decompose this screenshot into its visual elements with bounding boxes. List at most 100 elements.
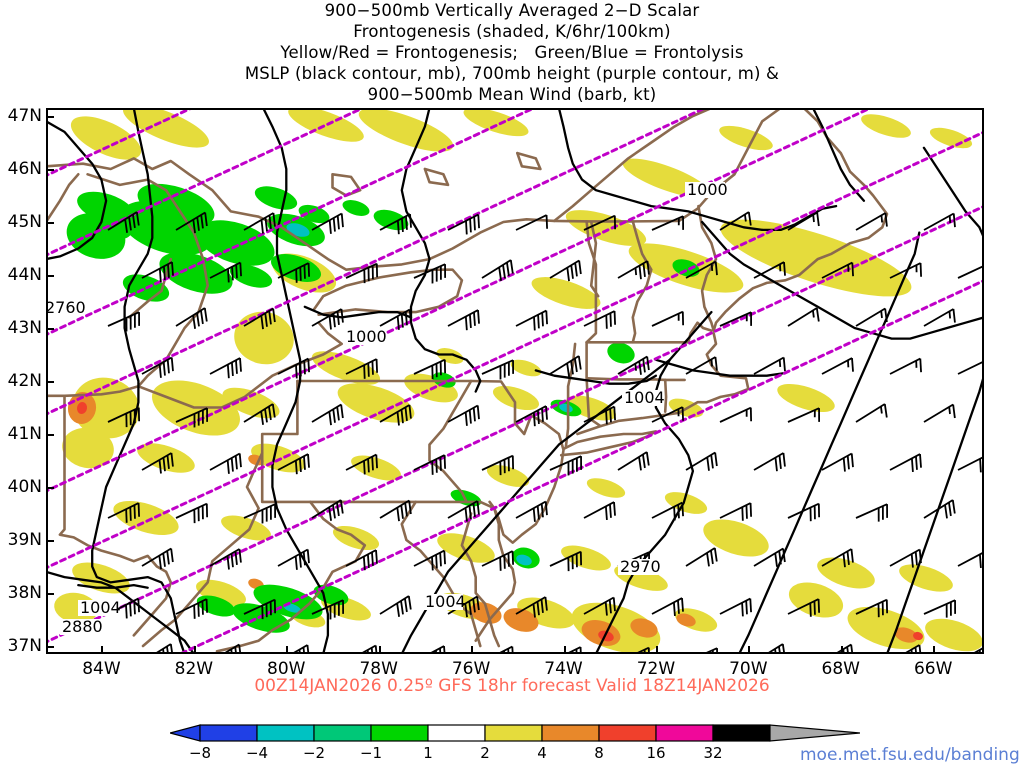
wind-barb-80 [243,503,277,524]
barb-half [812,310,815,318]
wind-barb-88 [787,502,821,522]
wind-barb-56 [379,404,412,426]
barb-full [472,503,476,517]
shade-yellow-44 [899,564,953,592]
barb-full [476,405,480,420]
barb-shaft [481,550,513,567]
wind-barb-95 [413,549,446,571]
wind-barb-104 [107,597,140,619]
barb-full [533,316,536,331]
barb-full [613,501,616,516]
barb-full [205,599,208,613]
colorbar-tick-6: 4 [537,744,547,762]
barb-full [298,458,302,473]
barb-full [472,407,476,422]
barb-full [303,360,306,375]
barb-full [137,407,141,422]
barb-full [468,314,472,329]
shade-yellow-14 [234,311,294,365]
barb-shaft [413,454,445,471]
wind-barb-101 [821,548,854,568]
shade-orange-9 [894,627,918,643]
barb-full [367,267,370,282]
wind-barb-28 [243,307,276,330]
barb-full [231,266,234,281]
wind-barb-24 [889,262,922,279]
barb-full [238,644,242,654]
barb-full [133,505,136,519]
barb-shaft [515,309,547,327]
barb-full [545,215,548,229]
wind-barb-10 [787,211,820,231]
shade-yellow-37 [817,557,875,589]
barb-full [298,553,302,568]
barb-shaft [413,263,446,279]
border-path-30 [516,151,542,171]
barb-full [396,220,400,235]
barb-full [850,548,854,563]
barb-shaft [209,261,241,279]
barb-full [566,363,570,377]
barb-shaft [685,451,716,471]
barb-full [340,213,344,228]
forecast-caption: 00Z14JAN2026 0.25º GFS 18hr forecast Val… [254,676,770,696]
wind-barb-82 [379,499,412,522]
map-panel[interactable]: 2760 2880 2970 1000 1000 1004 1004 1004 [46,108,984,654]
shade-green-4 [159,252,233,294]
barb-full [978,554,982,569]
mslp-contour-5 [557,108,764,232]
barb-full [774,457,778,472]
barb-full [336,406,340,421]
barb-full [782,548,786,563]
shade-green-8 [298,204,330,224]
wind-barb-105 [175,598,208,619]
barb-full [919,263,922,277]
barb-shaft [685,647,718,654]
barb-full [443,359,447,374]
barb-shaft [141,452,172,471]
barb-full [877,507,880,522]
barb-full [567,557,570,572]
shade-yellow-23 [777,384,835,412]
colorbar-swatch-8 [655,724,714,742]
barb-half [948,215,952,223]
colorbar-tick-3: −1 [359,744,383,762]
barb-full [333,603,336,618]
wind-barb-45 [549,355,582,377]
barb-full [541,312,544,327]
barb-full [396,507,400,522]
barb-full [272,212,276,227]
mslp-contour-17 [811,108,866,202]
wind-barb-58 [515,405,548,427]
wind-barb-9 [719,211,752,231]
barb-full [328,507,332,521]
barb-full [435,363,438,378]
barb-shaft [481,454,514,471]
wind-barb-110 [515,596,548,618]
barb-full [710,550,714,565]
barb-full [431,461,434,475]
wind-barb-78 [107,502,140,523]
barb-full [642,358,646,373]
barb-full [261,509,264,524]
barb-half [710,263,714,271]
barb-shaft [481,645,513,654]
barb-full [954,600,957,614]
barb-full [294,556,298,570]
shade-yellow-51 [925,618,983,652]
barb-full [949,602,952,616]
barb-full [162,361,166,376]
barb-full [238,548,242,563]
wind-barb-91 [141,547,174,570]
border-path-23 [697,204,718,332]
barb-full [125,317,128,332]
barb-full [571,555,574,570]
barb-full [439,648,442,654]
barb-full [677,504,680,519]
map-canvas[interactable]: 2760 2880 2970 1000 1000 1004 1004 1004 [46,108,984,654]
barb-shaft [821,261,853,279]
barb-full [813,601,816,615]
colorbar-tick-5: 2 [480,744,490,762]
wind-barb-23 [821,261,854,279]
barb-full [336,215,340,230]
